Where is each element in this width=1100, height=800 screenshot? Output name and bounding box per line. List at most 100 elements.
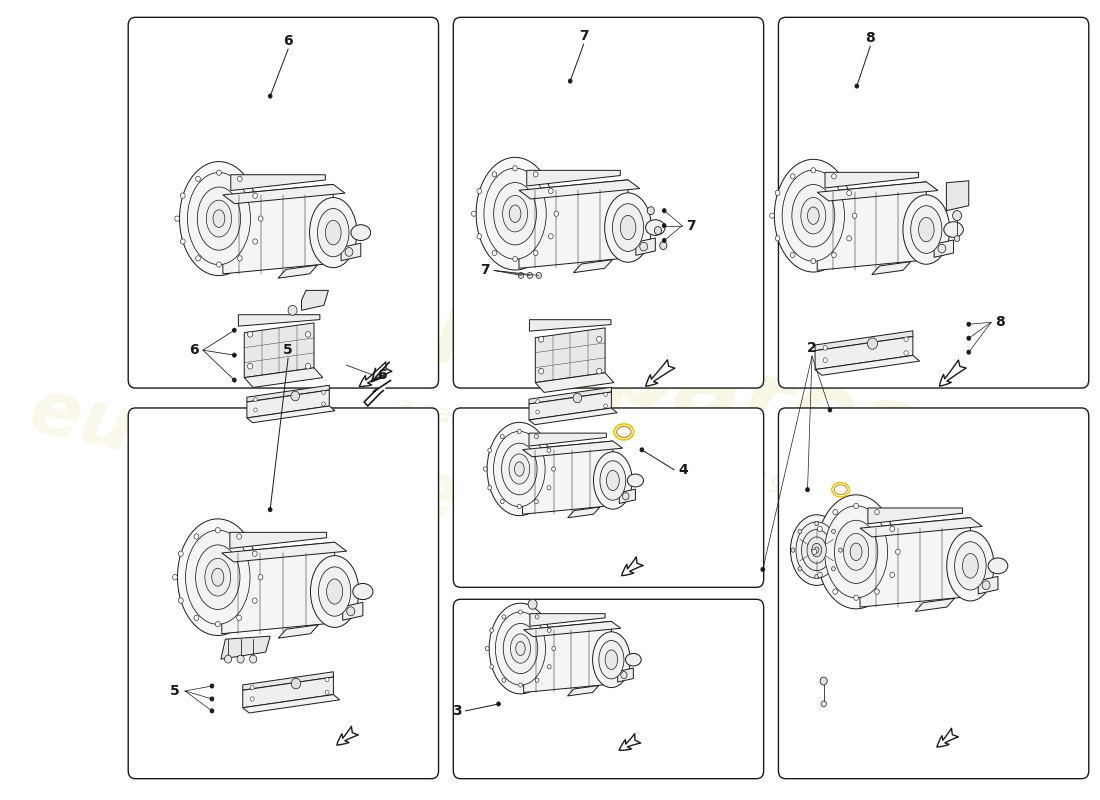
Circle shape [232,378,236,382]
Circle shape [821,701,826,707]
Circle shape [832,529,835,534]
Ellipse shape [503,195,528,232]
Circle shape [832,252,836,258]
Circle shape [790,252,795,258]
Polygon shape [529,433,606,446]
Circle shape [554,211,559,216]
Text: 7: 7 [686,218,696,233]
Polygon shape [529,408,617,425]
Ellipse shape [801,198,826,234]
Circle shape [173,574,177,580]
Circle shape [513,166,517,171]
Ellipse shape [207,200,231,237]
Circle shape [224,655,232,663]
Circle shape [268,94,272,98]
Ellipse shape [516,642,525,655]
Polygon shape [946,181,969,210]
Circle shape [833,510,837,514]
Circle shape [847,190,851,195]
Polygon shape [529,320,611,331]
Circle shape [518,683,522,687]
Circle shape [828,408,832,412]
Text: 2: 2 [807,341,817,355]
Ellipse shape [791,514,843,586]
Circle shape [472,211,476,216]
Circle shape [536,615,539,619]
Polygon shape [222,542,334,634]
Circle shape [217,170,221,175]
Ellipse shape [484,168,547,259]
Ellipse shape [476,158,554,270]
Circle shape [854,503,858,509]
Ellipse shape [782,170,845,261]
Circle shape [490,628,494,632]
Circle shape [535,499,538,504]
Ellipse shape [620,215,636,240]
Circle shape [938,244,946,253]
Circle shape [832,174,836,179]
Ellipse shape [487,422,551,516]
Ellipse shape [796,522,837,578]
Polygon shape [825,172,918,188]
Circle shape [547,486,551,490]
Circle shape [791,548,795,552]
Circle shape [817,572,823,578]
Ellipse shape [351,225,371,241]
Polygon shape [230,532,327,549]
FancyBboxPatch shape [453,408,763,587]
Circle shape [306,363,310,369]
Circle shape [817,526,823,531]
Ellipse shape [502,443,537,495]
Circle shape [852,213,857,218]
Circle shape [790,174,795,179]
Circle shape [518,610,522,614]
Circle shape [890,572,894,578]
Circle shape [517,430,521,434]
Circle shape [252,598,257,603]
Circle shape [868,338,878,350]
Circle shape [552,646,556,650]
Ellipse shape [177,519,258,635]
Ellipse shape [918,218,934,242]
Circle shape [483,467,487,471]
Ellipse shape [515,462,525,476]
Ellipse shape [353,583,373,600]
Circle shape [838,548,843,552]
Ellipse shape [944,222,964,238]
Polygon shape [243,672,333,690]
Circle shape [500,434,504,438]
Circle shape [548,665,551,669]
Circle shape [254,408,257,412]
Polygon shape [817,182,926,270]
Circle shape [569,79,572,83]
Circle shape [654,226,661,234]
Circle shape [500,499,504,504]
Circle shape [776,190,780,195]
Circle shape [180,193,185,198]
Ellipse shape [606,470,619,490]
Circle shape [258,216,263,222]
Circle shape [662,224,665,228]
Ellipse shape [594,452,632,509]
Polygon shape [524,622,620,637]
Ellipse shape [816,495,895,609]
Circle shape [551,467,556,471]
Ellipse shape [613,204,644,251]
Circle shape [210,684,213,688]
Ellipse shape [988,558,1008,574]
Circle shape [502,678,506,682]
Circle shape [967,336,970,340]
Ellipse shape [186,530,250,624]
Ellipse shape [211,568,223,586]
Circle shape [967,350,970,354]
Polygon shape [536,328,605,382]
Polygon shape [815,337,913,370]
Polygon shape [636,238,656,255]
Circle shape [268,508,272,512]
Polygon shape [221,636,271,659]
Circle shape [815,574,818,578]
Circle shape [306,331,310,337]
Circle shape [832,566,835,571]
Circle shape [254,398,257,402]
Text: 5: 5 [169,684,179,698]
